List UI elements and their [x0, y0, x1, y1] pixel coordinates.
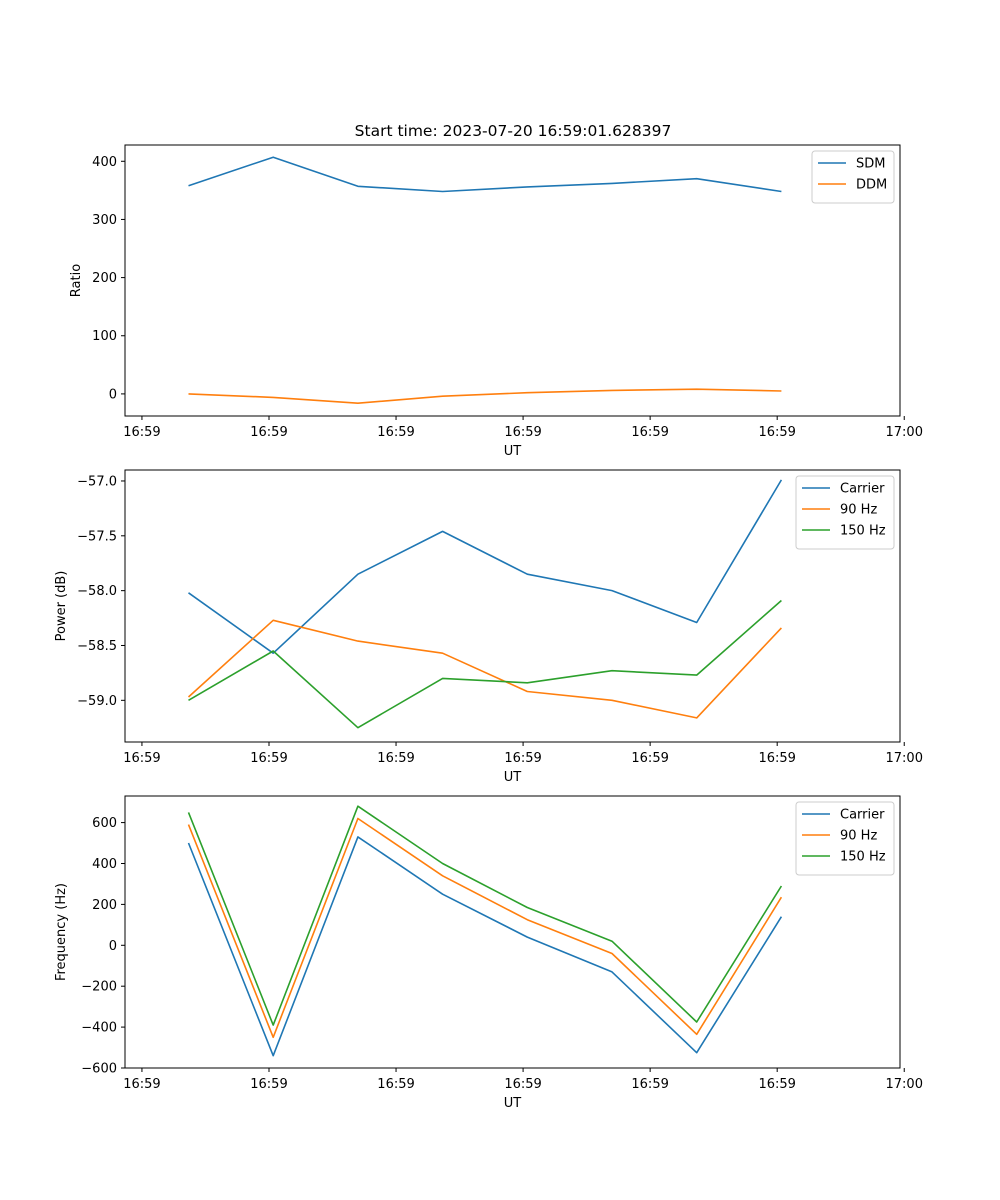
y-tick-label: 200 — [92, 898, 117, 913]
x-axis-label: UT — [504, 444, 522, 459]
y-tick-label: 300 — [92, 213, 117, 228]
x-tick-label: 16:59 — [377, 425, 414, 440]
legend-entry: Carrier — [840, 482, 885, 497]
y-axis-label: Power (dB) — [54, 571, 69, 642]
series-line-150-hz — [188, 599, 782, 729]
x-tick-label: 16:59 — [123, 1077, 160, 1092]
x-tick-label: 16:59 — [250, 425, 287, 440]
y-tick-label: −59.0 — [77, 694, 117, 709]
legend-entry: DDM — [856, 178, 887, 193]
axes-frame — [124, 144, 901, 417]
x-tick-label: 17:00 — [886, 751, 923, 766]
axes-frame — [124, 795, 901, 1069]
axes-frame — [124, 469, 901, 743]
legend-entry: 150 Hz — [840, 850, 886, 865]
y-tick-label: −57.5 — [77, 529, 117, 544]
y-tick-label: −57.0 — [77, 474, 117, 489]
x-tick-label: 16:59 — [504, 1077, 541, 1092]
legend: Carrier 90 Hz 150 Hz — [795, 801, 895, 876]
x-tick-label: 16:59 — [758, 1077, 795, 1092]
series-line-ddm — [188, 388, 782, 405]
x-tick-label: 17:00 — [886, 1077, 923, 1092]
y-tick-label: −200 — [81, 980, 117, 995]
legend-entry: SDM — [856, 157, 885, 172]
series-line-carrier — [188, 479, 783, 655]
x-tick-label: 16:59 — [631, 751, 668, 766]
x-tick-label: 16:59 — [123, 751, 160, 766]
panel-2: 16:59 16:59 16:59 16:59 16:59 16:59 17:00 −59.0… — [54, 469, 923, 785]
x-tick-label: 16:59 — [504, 425, 541, 440]
legend-frame — [811, 150, 895, 204]
panel-1: 16:59 16:59 16:59 16:59 16:59 16:59 17:00 0 100 2… — [69, 144, 923, 459]
series-line-sdm — [188, 156, 782, 193]
y-tick-label: 600 — [92, 816, 117, 831]
legend: SDM DDM — [811, 150, 895, 204]
legend-entry: Carrier — [840, 808, 885, 823]
chart-title: Start time: 2023-07-20 16:59:01.628397 — [355, 122, 672, 140]
y-tick-label: −58.5 — [77, 639, 117, 654]
x-tick-label: 16:59 — [123, 425, 160, 440]
legend: Carrier 90 Hz 150 Hz — [795, 475, 895, 550]
y-tick-label: 200 — [92, 271, 117, 286]
x-axis-label: UT — [504, 1096, 522, 1111]
y-axis-label: Frequency (Hz) — [54, 883, 69, 981]
y-tick-label: −600 — [81, 1062, 117, 1077]
x-tick-label: 16:59 — [504, 751, 541, 766]
x-tick-label: 16:59 — [250, 751, 287, 766]
panels-container: 16:59 16:59 16:59 16:59 16:59 16:59 17:00 0 100 2… — [54, 144, 923, 1111]
x-tick-label: 16:59 — [631, 1077, 668, 1092]
x-tick-label: 16:59 — [377, 751, 414, 766]
x-tick-label: 17:00 — [886, 425, 923, 440]
x-axis-label: UT — [504, 770, 522, 785]
y-tick-label: 400 — [92, 155, 117, 170]
y-tick-label: 0 — [109, 387, 117, 402]
y-tick-label: 0 — [109, 939, 117, 954]
y-tick-label: −58.0 — [77, 584, 117, 599]
series-line-carrier — [187, 836, 783, 1057]
series-line-150-hz — [187, 805, 783, 1026]
panel-3: 16:59 16:59 16:59 16:59 16:59 16:59 17:00 −600 −… — [54, 795, 923, 1111]
series-line-90-hz — [187, 817, 783, 1039]
legend-entry: 150 Hz — [840, 524, 886, 539]
y-tick-label: 400 — [92, 857, 117, 872]
series-line-90-hz — [187, 619, 782, 719]
legend-entry: 90 Hz — [840, 829, 877, 844]
x-tick-label: 16:59 — [631, 425, 668, 440]
y-axis-label: Ratio — [69, 264, 84, 297]
x-tick-label: 16:59 — [377, 1077, 414, 1092]
y-tick-label: 100 — [92, 329, 117, 344]
x-tick-label: 16:59 — [758, 425, 795, 440]
x-tick-label: 16:59 — [250, 1077, 287, 1092]
legend-entry: 90 Hz — [840, 503, 877, 518]
y-tick-label: −400 — [81, 1021, 117, 1036]
x-tick-label: 16:59 — [758, 751, 795, 766]
